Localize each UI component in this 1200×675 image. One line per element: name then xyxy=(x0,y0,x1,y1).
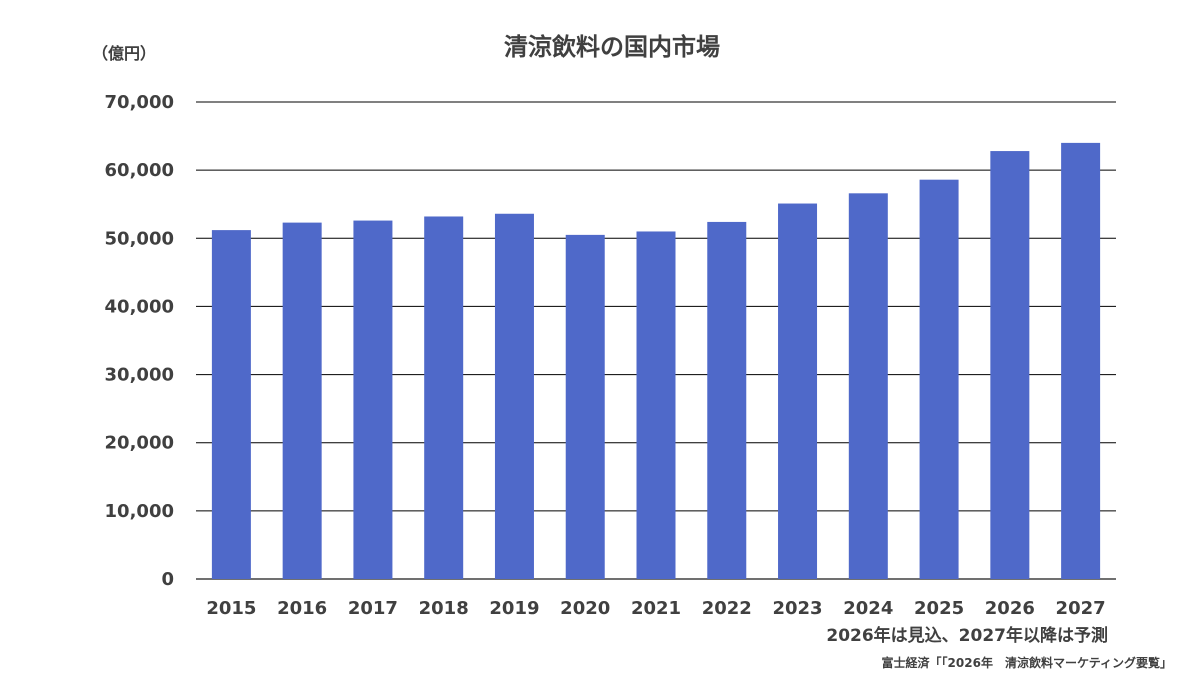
bars xyxy=(211,142,1101,580)
x-tick-label: 2019 xyxy=(489,598,539,619)
x-tick-label: 2024 xyxy=(843,598,893,619)
bar-2026 xyxy=(990,151,1030,579)
bar-2023 xyxy=(778,203,818,580)
x-tick-label: 2026 xyxy=(985,598,1035,619)
y-tick-label: 30,000 xyxy=(105,365,174,386)
y-tick-label: 70,000 xyxy=(105,92,174,113)
bar-2016 xyxy=(282,222,322,579)
y-tick-label: 20,000 xyxy=(105,433,174,454)
x-tick-labels: 2015 2016 2017 2018 2019 2020 2021 2022 2023 2024… xyxy=(206,598,1105,619)
x-tick-label: 2022 xyxy=(702,598,752,619)
x-tick-label: 2020 xyxy=(560,598,610,619)
forecast-note: 2026年は見込、2027年以降は予測 xyxy=(826,625,1108,646)
x-tick-label: 2021 xyxy=(631,598,681,619)
y-tick-label: 10,000 xyxy=(105,501,174,522)
bar-2021 xyxy=(636,231,676,579)
x-tick-label: 2016 xyxy=(277,598,327,619)
bar-2022 xyxy=(707,221,747,579)
y-tick-label: 60,000 xyxy=(105,160,174,181)
x-tick-label: 2025 xyxy=(914,598,964,619)
x-tick-label: 2017 xyxy=(348,598,398,619)
bar-2019 xyxy=(494,213,534,580)
y-axis-unit-label: （億円） xyxy=(92,44,156,63)
x-tick-label: 2023 xyxy=(772,598,822,619)
bar-2018 xyxy=(424,216,464,580)
bar-2027 xyxy=(1061,142,1101,579)
chart-title: 清涼飲料の国内市場 xyxy=(504,33,720,61)
y-tick-label: 40,000 xyxy=(105,296,174,317)
source-credit: 富士経済「「2026年 清涼飲料マーケティング要覧」 xyxy=(882,655,1172,670)
bar-2024 xyxy=(848,193,888,579)
bar-2020 xyxy=(565,234,605,579)
bar-2017 xyxy=(353,220,393,579)
bar-2015 xyxy=(211,230,251,579)
y-tick-label: 50,000 xyxy=(105,228,174,249)
y-tick-labels: 0 10,000 20,000 30,000 40,000 50,000 60,000 70,… xyxy=(105,92,174,590)
bar-2025 xyxy=(919,179,959,579)
x-tick-label: 2015 xyxy=(206,598,256,619)
x-tick-label: 2027 xyxy=(1056,598,1106,619)
y-tick-label: 0 xyxy=(161,569,174,590)
x-tick-label: 2018 xyxy=(419,598,469,619)
